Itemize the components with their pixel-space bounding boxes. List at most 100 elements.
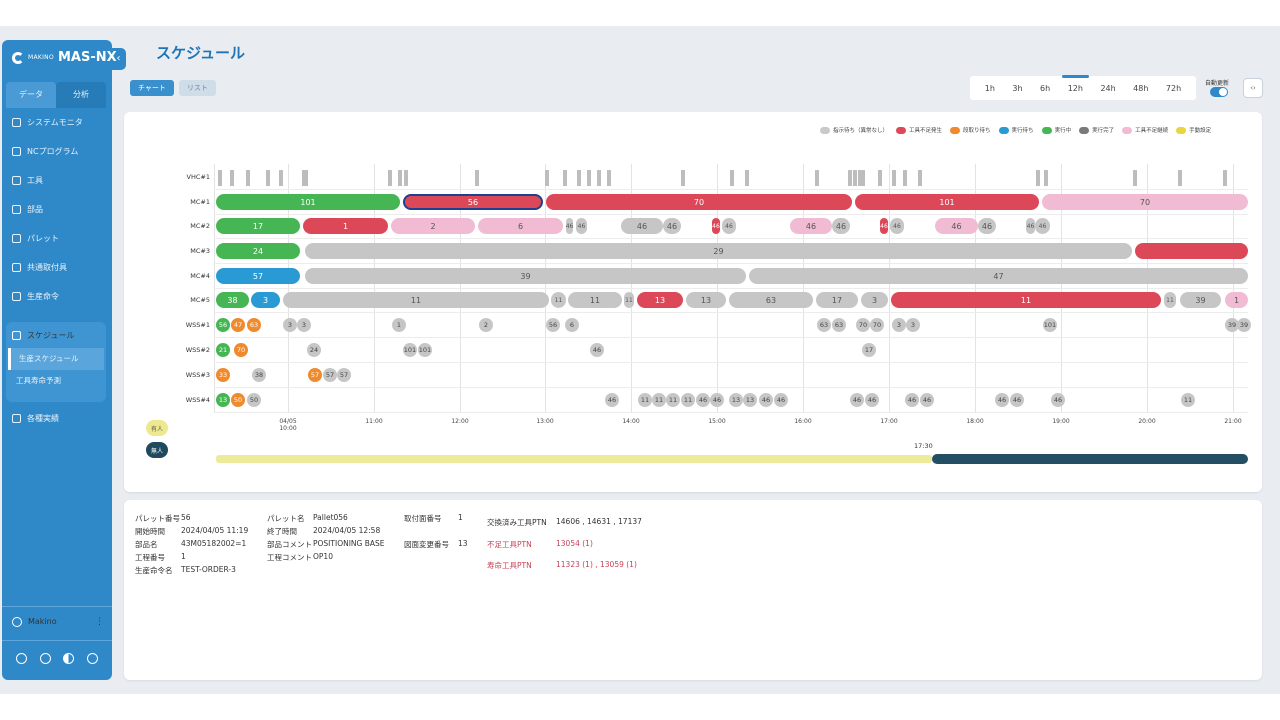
wss-item[interactable]: 38 <box>252 368 266 382</box>
help-icon[interactable] <box>86 653 98 664</box>
wss-item[interactable]: 47 <box>231 318 245 332</box>
wss-item[interactable]: 46 <box>590 343 604 357</box>
sidebar-subitem-production-schedule[interactable]: 生産スケジュール <box>8 348 104 370</box>
wss-item[interactable]: 33 <box>216 368 230 382</box>
wss-item[interactable]: 11 <box>638 393 652 407</box>
more-icon[interactable]: ⋮ <box>95 616 104 627</box>
schedule-bar[interactable]: 63 <box>729 292 813 308</box>
wss-item[interactable]: 63 <box>832 318 846 332</box>
schedule-bar[interactable]: 46 <box>1035 218 1050 234</box>
schedule-bar[interactable]: 46 <box>663 218 681 234</box>
wss-item[interactable]: 63 <box>817 318 831 332</box>
range-48h[interactable]: 48h <box>1133 83 1149 93</box>
wss-item[interactable]: 70 <box>870 318 884 332</box>
wss-item[interactable]: 56 <box>546 318 560 332</box>
schedule-bar[interactable]: 46 <box>1026 218 1035 234</box>
schedule-bar[interactable]: 46 <box>890 218 904 234</box>
schedule-bar[interactable]: 46 <box>712 218 720 234</box>
user-menu[interactable]: Makino ⋮ <box>2 606 112 636</box>
range-1h[interactable]: 1h <box>984 83 995 93</box>
sidebar-subitem-tool-life-forecast[interactable]: 工具寿命予測 <box>16 376 61 385</box>
wss-item[interactable]: 70 <box>856 318 870 332</box>
schedule-bar[interactable]: 46 <box>978 218 996 234</box>
wss-item[interactable]: 63 <box>247 318 261 332</box>
schedule-bar[interactable]: 1 <box>1225 292 1248 308</box>
schedule-bar[interactable]: 24 <box>216 243 300 259</box>
schedule-bar[interactable]: 46 <box>832 218 850 234</box>
wss-item[interactable]: 11 <box>681 393 695 407</box>
wss-item[interactable]: 46 <box>759 393 773 407</box>
schedule-bar[interactable]: 11 <box>551 292 566 308</box>
wss-item[interactable]: 1 <box>392 318 406 332</box>
range-6h[interactable]: 6h <box>1040 83 1051 93</box>
wss-item[interactable]: 46 <box>905 393 919 407</box>
schedule-bar[interactable] <box>1135 243 1248 259</box>
wss-item[interactable]: 50 <box>231 393 245 407</box>
wss-item[interactable]: 6 <box>565 318 579 332</box>
sidebar-collapse-button[interactable]: ‹ <box>111 48 126 70</box>
schedule-bar[interactable]: 3 <box>251 292 280 308</box>
sidebar-item-pallet[interactable]: パレット <box>6 224 106 253</box>
chart-view-button[interactable]: チャート <box>130 80 174 96</box>
schedule-bar[interactable]: 101 <box>855 194 1039 210</box>
range-72h[interactable]: 72h <box>1165 83 1182 93</box>
wss-item[interactable]: 13 <box>729 393 743 407</box>
wss-item[interactable]: 46 <box>850 393 864 407</box>
range-3h[interactable]: 3h <box>1012 83 1023 93</box>
schedule-bar[interactable]: 46 <box>566 218 573 234</box>
wss-item[interactable]: 50 <box>247 393 261 407</box>
wss-item[interactable]: 13 <box>216 393 230 407</box>
wss-item[interactable]: 46 <box>605 393 619 407</box>
wss-item[interactable]: 3 <box>906 318 920 332</box>
schedule-bar[interactable]: 56 <box>403 194 543 210</box>
schedule-bar[interactable]: 101 <box>216 194 400 210</box>
sidebar-item-schedule[interactable]: スケジュール <box>6 322 106 348</box>
schedule-bar[interactable]: 11 <box>283 292 549 308</box>
sidebar-item-tool[interactable]: 工具 <box>6 166 106 195</box>
wss-item[interactable]: 3 <box>283 318 297 332</box>
wss-item[interactable]: 101 <box>418 343 432 357</box>
settings-icon[interactable] <box>16 653 28 664</box>
wss-item[interactable]: 46 <box>920 393 934 407</box>
range-12h[interactable]: 12h <box>1061 74 1090 93</box>
wss-item[interactable]: 11 <box>666 393 680 407</box>
schedule-bar[interactable]: 3 <box>861 292 888 308</box>
wss-item[interactable]: 46 <box>1051 393 1065 407</box>
schedule-bar[interactable]: 11 <box>568 292 622 308</box>
wss-item[interactable]: 13 <box>743 393 757 407</box>
schedule-bar[interactable]: 1 <box>303 218 388 234</box>
schedule-bar[interactable]: 39 <box>305 268 746 284</box>
wss-item[interactable]: 2 <box>479 318 493 332</box>
schedule-bar[interactable]: 2 <box>391 218 475 234</box>
schedule-bar[interactable]: 57 <box>216 268 300 284</box>
schedule-bar[interactable]: 11 <box>1164 292 1176 308</box>
schedule-bar[interactable]: 46 <box>722 218 736 234</box>
wss-item[interactable]: 70 <box>234 343 248 357</box>
sidebar-item-system-monitor[interactable]: システムモニタ <box>6 108 106 137</box>
wss-item[interactable]: 46 <box>696 393 710 407</box>
wss-item[interactable]: 46 <box>774 393 788 407</box>
wss-item[interactable]: 39 <box>1225 318 1239 332</box>
wss-item[interactable]: 24 <box>307 343 321 357</box>
schedule-bar[interactable]: 11 <box>891 292 1161 308</box>
schedule-bar[interactable]: 46 <box>880 218 888 234</box>
wss-item[interactable]: 11 <box>652 393 666 407</box>
wss-item[interactable]: 57 <box>323 368 337 382</box>
wss-item[interactable]: 11 <box>1181 393 1195 407</box>
schedule-bar[interactable]: 70 <box>546 194 852 210</box>
sidebar-item-results[interactable]: 各種実績 <box>6 404 106 433</box>
sidebar-item-production-order[interactable]: 生産命令 <box>6 282 106 311</box>
schedule-bar[interactable]: 46 <box>621 218 663 234</box>
sidebar-item-fixture[interactable]: 共通取付具 <box>6 253 106 282</box>
code-icon[interactable]: ‹› <box>1243 78 1263 98</box>
chat-icon[interactable] <box>39 653 51 664</box>
wss-item[interactable]: 57 <box>308 368 322 382</box>
tab-data[interactable]: データ <box>6 82 56 108</box>
schedule-bar[interactable]: 46 <box>935 218 978 234</box>
range-24h[interactable]: 24h <box>1100 83 1116 93</box>
wss-item[interactable]: 101 <box>403 343 417 357</box>
schedule-bar[interactable]: 47 <box>749 268 1248 284</box>
wss-item[interactable]: 46 <box>995 393 1009 407</box>
theme-icon[interactable] <box>63 653 75 664</box>
schedule-bar[interactable]: 38 <box>216 292 249 308</box>
